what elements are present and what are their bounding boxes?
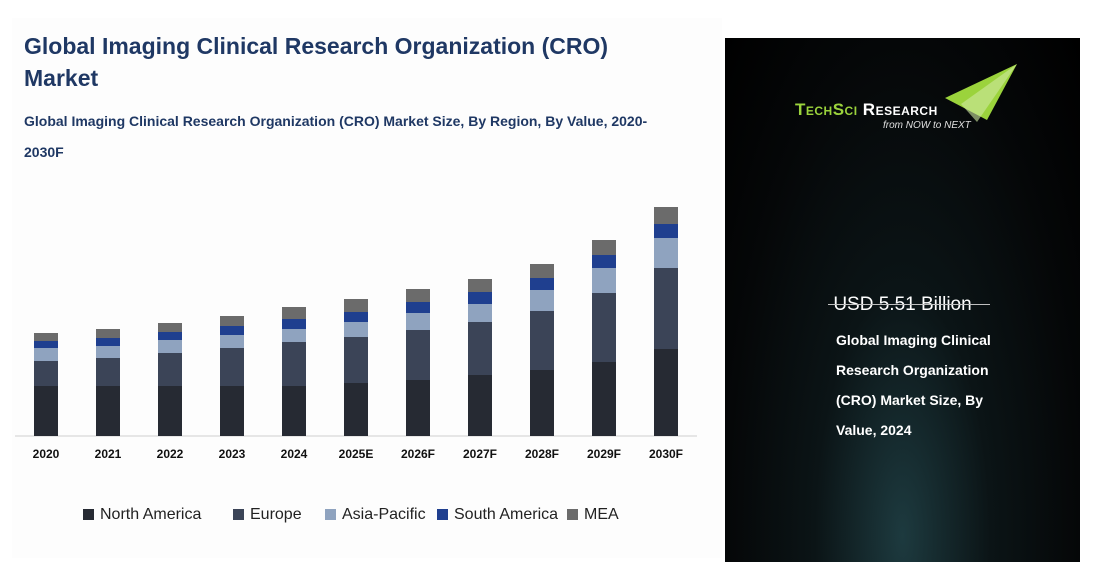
bar-segment bbox=[468, 279, 492, 292]
bar-segment bbox=[96, 338, 120, 346]
bar-segment bbox=[282, 329, 306, 342]
divider bbox=[828, 304, 990, 305]
bar-segment bbox=[592, 268, 616, 293]
bar-segment bbox=[282, 307, 306, 319]
bar-segment bbox=[468, 375, 492, 436]
bar-segment bbox=[96, 386, 120, 436]
bar-segment bbox=[220, 316, 244, 326]
bar-segment bbox=[220, 348, 244, 386]
bar-segment bbox=[34, 348, 58, 361]
bar-segment bbox=[530, 370, 554, 436]
market-description: Global Imaging Clinical Research Organiz… bbox=[836, 332, 991, 438]
bar-segment bbox=[406, 289, 430, 302]
legend-swatch bbox=[567, 509, 578, 520]
bar-segment bbox=[220, 386, 244, 436]
bar-segment bbox=[220, 326, 244, 335]
legend-label: North America bbox=[100, 506, 201, 523]
x-tick-label: 2022 bbox=[157, 447, 184, 461]
x-tick-label: 2028F bbox=[525, 447, 559, 461]
bar-segment bbox=[406, 380, 430, 436]
chart-subtitle: Global Imaging Clinical Research Organiz… bbox=[24, 113, 648, 160]
legend-label: Europe bbox=[250, 506, 302, 523]
legend-label: South America bbox=[454, 506, 558, 523]
bar-segment bbox=[406, 302, 430, 313]
bar-segment bbox=[158, 323, 182, 332]
brand: Research bbox=[862, 100, 938, 119]
x-tick-label: 2023 bbox=[219, 447, 246, 461]
bar-segment bbox=[34, 341, 58, 348]
bar-segment bbox=[592, 362, 616, 436]
bar-segment bbox=[654, 238, 678, 268]
bar-segment bbox=[530, 278, 554, 290]
bar-segment bbox=[654, 349, 678, 436]
x-tick-label: 2026F bbox=[401, 447, 435, 461]
bar-segment bbox=[344, 322, 368, 337]
bar-segment bbox=[592, 255, 616, 268]
bar-segment bbox=[530, 311, 554, 370]
bar-segment bbox=[406, 313, 430, 330]
bar-segment bbox=[654, 207, 678, 224]
bar-segment bbox=[158, 332, 182, 340]
bar-segment bbox=[468, 292, 492, 304]
bar-segment bbox=[654, 224, 678, 238]
legend-label: MEA bbox=[584, 506, 619, 523]
bar-segment bbox=[158, 340, 182, 353]
bar-segment bbox=[592, 240, 616, 255]
bar-segment bbox=[344, 312, 368, 322]
bar-segment bbox=[96, 329, 120, 338]
bar-segment bbox=[34, 333, 58, 341]
bar-segment bbox=[34, 386, 58, 436]
bar-segment bbox=[96, 358, 120, 386]
x-tick-label: 2029F bbox=[587, 447, 621, 461]
x-tick-label: 2021 bbox=[95, 447, 122, 461]
bar-segment bbox=[282, 319, 306, 329]
chart: 2020 2021 2022 2023 2024 2025E 2026F 2027F 2028F… bbox=[15, 207, 697, 523]
bar-segment bbox=[654, 268, 678, 349]
bar-segment bbox=[34, 361, 58, 386]
info-panel: TechSci Research from NOW to NEXT USD 5.… bbox=[725, 38, 1080, 562]
bar-segment bbox=[344, 299, 368, 312]
legend-label: Asia-Pacific bbox=[342, 506, 426, 523]
legend-swatch bbox=[83, 509, 94, 520]
legend-swatch bbox=[437, 509, 448, 520]
bar-segment bbox=[158, 353, 182, 386]
bar-segment bbox=[158, 386, 182, 436]
legend-swatch bbox=[325, 509, 336, 520]
bar-segment bbox=[592, 293, 616, 362]
bar-segment bbox=[530, 290, 554, 311]
bar-segment bbox=[282, 342, 306, 386]
x-tick-label: 2030F bbox=[649, 447, 683, 461]
bar-segment bbox=[468, 322, 492, 375]
bar-segment bbox=[344, 383, 368, 436]
bar-segment bbox=[282, 386, 306, 436]
bar-segment bbox=[406, 330, 430, 380]
logo-shape bbox=[961, 64, 1017, 122]
bar-segment bbox=[468, 304, 492, 322]
market-value: USD 5.51 Billion bbox=[833, 294, 972, 315]
bar-segment bbox=[220, 335, 244, 348]
bar-segment bbox=[344, 337, 368, 383]
x-tick-label: 2025E bbox=[339, 447, 374, 461]
x-tick-label: 2027F bbox=[463, 447, 497, 461]
logo-text: TechSci Research bbox=[795, 100, 938, 120]
tagline: from NOW to NEXT bbox=[883, 120, 971, 131]
logo-mark bbox=[945, 64, 1017, 122]
bar-segment bbox=[96, 346, 120, 358]
x-tick-label: 2020 bbox=[33, 447, 60, 461]
legend-swatch bbox=[233, 509, 244, 520]
chart-title: Global Imaging Clinical Research Organiz… bbox=[24, 33, 609, 91]
brand: TechSci bbox=[795, 100, 858, 119]
x-tick-label: 2024 bbox=[281, 447, 308, 461]
bar-segment bbox=[530, 264, 554, 278]
